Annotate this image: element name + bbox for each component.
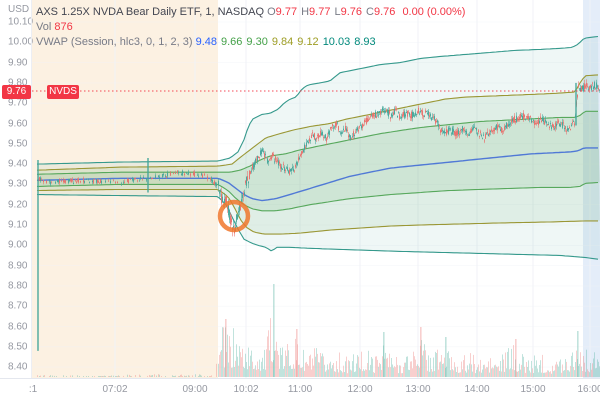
ohlc-value: 9.77 bbox=[275, 6, 298, 18]
time-axis[interactable]: :1 07:02 09:00 10:02 11:00 12:00 13:00 14:00 15:… bbox=[0, 378, 600, 400]
price-tick-label: 9.00 bbox=[8, 239, 28, 251]
price-tick-label: 9.50 bbox=[8, 138, 28, 150]
annotation-circle[interactable] bbox=[217, 199, 251, 233]
price-tick-label: 8.90 bbox=[8, 260, 28, 272]
vwap-value: 9.30 bbox=[246, 36, 268, 48]
legend: AXS 1.25X NVDA Bear Daily ETF, 1, NASDAQ… bbox=[36, 5, 469, 50]
ohlc-value: 9.76 bbox=[340, 6, 362, 18]
legend-symbol-row[interactable]: AXS 1.25X NVDA Bear Daily ETF, 1, NASDAQ… bbox=[36, 5, 469, 19]
volume-label: Vol bbox=[36, 21, 52, 33]
vwap-value: 10.03 bbox=[322, 36, 351, 48]
price-axis-divider bbox=[31, 0, 32, 378]
time-tick-label: 12:00 bbox=[347, 384, 373, 395]
price-axis[interactable]: 10.10 10.00 9.90 9.80 9.70 9.60 9.50 9.40 9.30 9.… bbox=[0, 0, 34, 378]
time-tick-label: 09:00 bbox=[182, 384, 208, 395]
symbol-title[interactable]: AXS 1.25X NVDA Bear Daily ETF, 1, NASDAQ bbox=[36, 6, 265, 18]
ohlc-value: 9.76 bbox=[373, 6, 396, 18]
ohlc-value: 9.77 bbox=[309, 6, 331, 18]
ohlc-label: H bbox=[301, 6, 310, 18]
price-tick-label: 9.80 bbox=[8, 77, 28, 89]
price-tick-label: 9.70 bbox=[8, 97, 28, 109]
vwap-value: 8.93 bbox=[354, 36, 376, 48]
time-tick-label: :1 bbox=[28, 384, 38, 395]
price-tick-label: 10.00 bbox=[8, 36, 34, 48]
price-tick-label: 9.90 bbox=[8, 57, 28, 69]
price-tick-label: 8.70 bbox=[8, 300, 28, 312]
price-tick-label: 9.10 bbox=[8, 219, 28, 231]
legend-vwap-row[interactable]: VWAP (Session, hlc3, 0, 1, 2, 3) 9.48 9.6… bbox=[36, 35, 469, 49]
candles-layer bbox=[37, 79, 600, 351]
volume-layer bbox=[37, 284, 600, 377]
vwap-value: 9.48 bbox=[195, 36, 217, 48]
time-tick-label: 07:02 bbox=[102, 384, 128, 395]
volume-value: 876 bbox=[54, 21, 73, 33]
price-tick-label: 9.20 bbox=[8, 199, 28, 211]
vwap-value: 9.84 bbox=[271, 36, 294, 48]
legend-volume-row[interactable]: Vol 876 bbox=[36, 20, 469, 34]
change-value: 0.00 (0.00%) bbox=[402, 6, 466, 18]
currency-unit-button[interactable]: USD bbox=[8, 4, 30, 15]
price-tick-label: 8.80 bbox=[8, 280, 28, 292]
time-tick-label: 10:02 bbox=[233, 384, 259, 395]
symbol-price-tag: NVDS bbox=[47, 85, 79, 99]
price-tick-label: 9.30 bbox=[8, 178, 28, 190]
ohlc-label: L bbox=[334, 6, 341, 18]
price-tick-label: 9.40 bbox=[8, 158, 28, 170]
price-tick-label: 8.40 bbox=[8, 361, 28, 373]
vwap-band-lines bbox=[36, 35, 599, 260]
price-tick-label: 10.10 bbox=[8, 16, 34, 28]
time-tick-label: 14:00 bbox=[464, 384, 490, 395]
time-tick-label: 13:00 bbox=[405, 384, 431, 395]
vwap-value: 9.12 bbox=[297, 36, 319, 48]
time-tick-label: 11:00 bbox=[287, 384, 313, 395]
time-tick-label: 15:00 bbox=[520, 384, 546, 395]
price-tick-label: 9.60 bbox=[8, 118, 28, 129]
postmarket-session-bg bbox=[583, 0, 600, 378]
price-tick-label: 8.50 bbox=[8, 341, 28, 353]
time-tick-label: 16:00 bbox=[577, 384, 600, 395]
price-tick-label: 8.60 bbox=[8, 321, 28, 332]
last-price-badge: 9.76 bbox=[2, 85, 31, 99]
vwap-indicator-label[interactable]: VWAP (Session, hlc3, 0, 1, 2, 3) bbox=[36, 36, 193, 48]
ohlc-label: C bbox=[366, 6, 374, 18]
vwap-value: 9.66 bbox=[221, 36, 243, 48]
ohlc-label: O bbox=[267, 6, 276, 18]
